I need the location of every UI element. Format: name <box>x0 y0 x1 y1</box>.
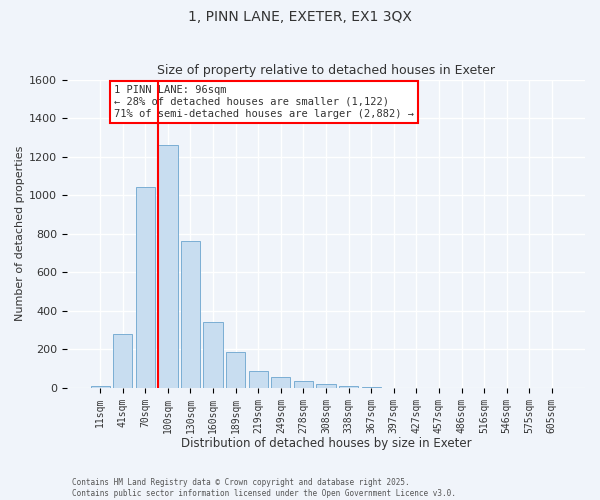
Bar <box>203 322 223 388</box>
Text: 1, PINN LANE, EXETER, EX1 3QX: 1, PINN LANE, EXETER, EX1 3QX <box>188 10 412 24</box>
Bar <box>91 386 110 388</box>
X-axis label: Distribution of detached houses by size in Exeter: Distribution of detached houses by size … <box>181 437 472 450</box>
Bar <box>316 384 335 388</box>
Bar <box>181 242 200 388</box>
Bar <box>136 188 155 388</box>
Bar <box>294 381 313 388</box>
Text: Contains HM Land Registry data © Crown copyright and database right 2025.
Contai: Contains HM Land Registry data © Crown c… <box>72 478 456 498</box>
Bar <box>113 334 133 388</box>
Title: Size of property relative to detached houses in Exeter: Size of property relative to detached ho… <box>157 64 495 77</box>
Bar <box>226 352 245 388</box>
Bar <box>248 372 268 388</box>
Y-axis label: Number of detached properties: Number of detached properties <box>15 146 25 322</box>
Text: 1 PINN LANE: 96sqm
← 28% of detached houses are smaller (1,122)
71% of semi-deta: 1 PINN LANE: 96sqm ← 28% of detached hou… <box>114 86 414 118</box>
Bar <box>339 386 358 388</box>
Bar <box>158 145 178 388</box>
Bar <box>271 378 290 388</box>
